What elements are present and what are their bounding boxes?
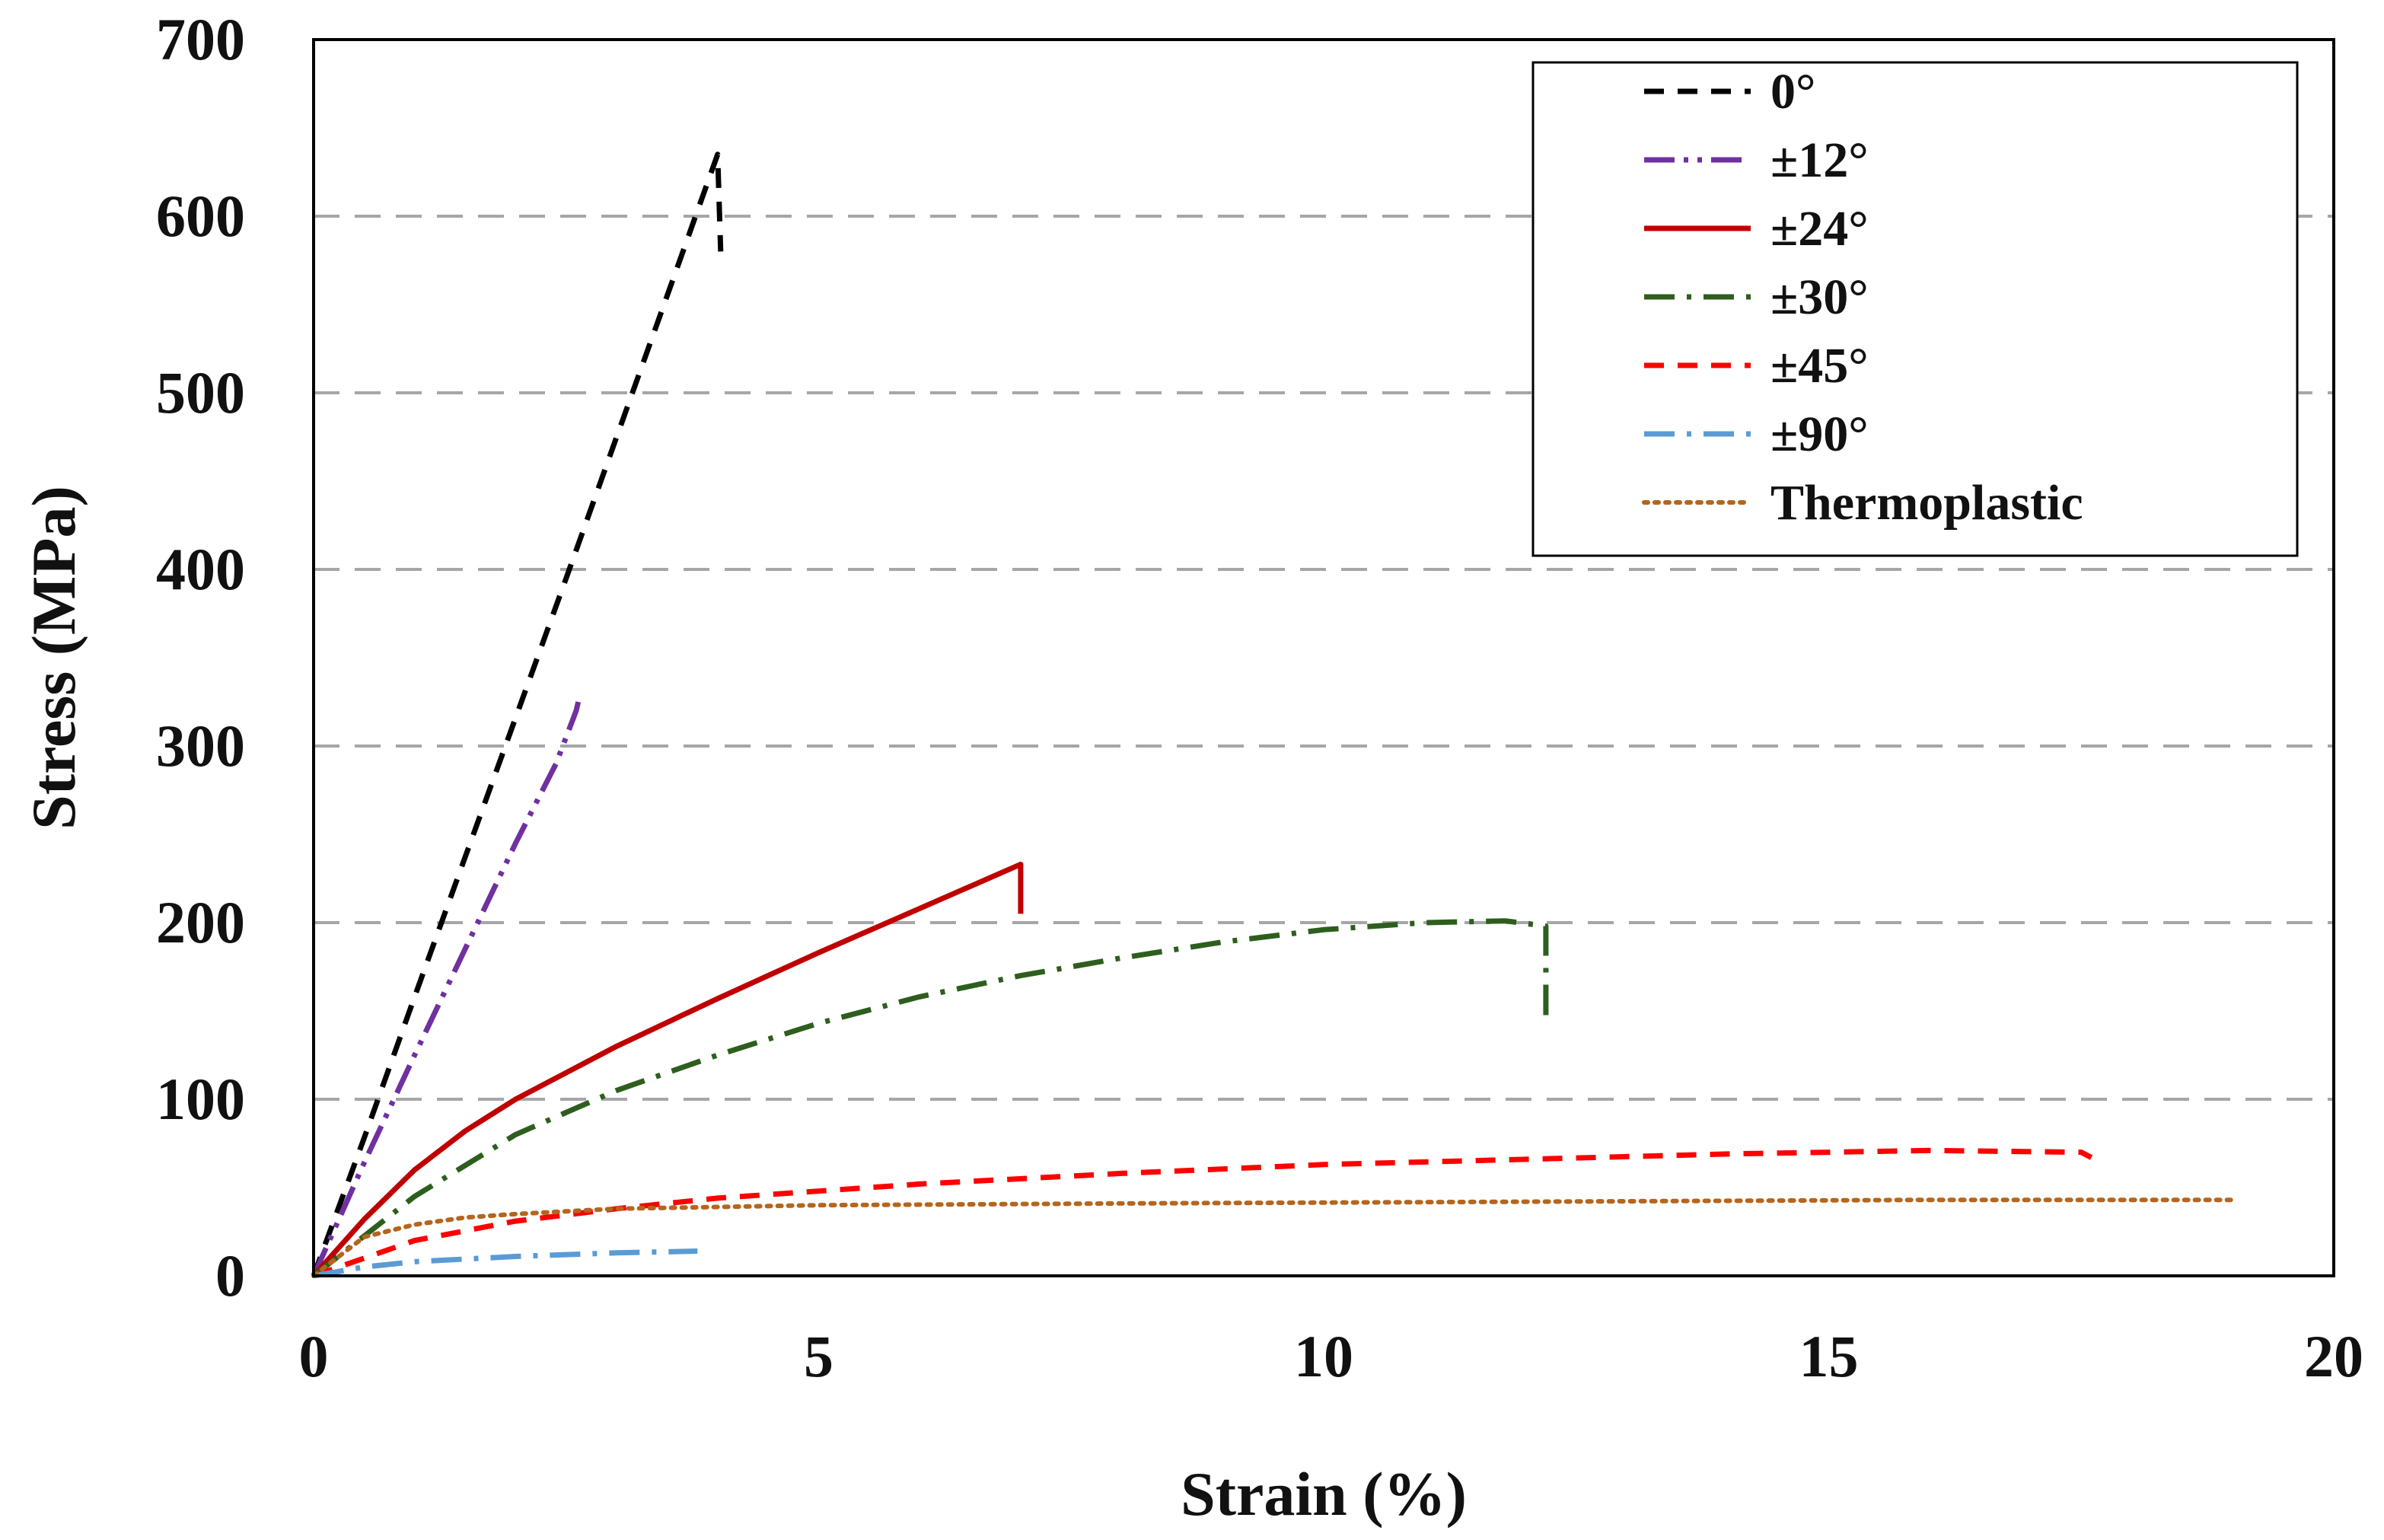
y-tick-label: 600 (156, 183, 245, 249)
legend-label-2: ±24° (1770, 201, 1869, 257)
y-tick-label: 100 (156, 1066, 245, 1132)
legend-label-5: ±90° (1770, 407, 1869, 462)
plot-area-frame (312, 38, 2335, 1277)
legend-label-6: Thermoplastic (1770, 475, 2083, 531)
x-axis-ticks: 0 5 10 15 20 (299, 1323, 2364, 1389)
y-axis-title: Stress (MPa) (19, 486, 88, 830)
series-line-3 (311, 918, 1549, 1278)
series-line-2 (311, 861, 1024, 1278)
y-tick-label: 200 (156, 889, 245, 955)
legend-label-3: ±30° (1770, 269, 1869, 325)
legend: 0° ±12° ±24° ±30° ±45° ±90° Thermoplastic (1531, 61, 2299, 557)
x-tick-label: 20 (2304, 1323, 2363, 1389)
y-tick-label: 300 (156, 713, 245, 779)
y-tick-label: 500 (156, 359, 245, 426)
series-lines (311, 151, 2236, 1279)
y-axis-ticks: 0 100 200 300 400 500 600 700 (156, 6, 245, 1309)
x-tick-label: 10 (1294, 1323, 1353, 1389)
y-tick-label: 400 (156, 536, 245, 602)
series-line-5 (313, 1248, 698, 1279)
y-tick-label: 700 (156, 6, 245, 72)
series-line-4 (312, 1147, 2093, 1279)
gridlines (314, 215, 2334, 1101)
series-line-1 (311, 701, 582, 1277)
x-tick-label: 0 (299, 1323, 329, 1389)
series-line-0 (311, 151, 724, 1277)
series-line-6 (311, 1197, 2236, 1278)
legend-box (1531, 61, 2299, 557)
legend-label-0: 0° (1770, 64, 1815, 120)
x-tick-label: 5 (804, 1323, 833, 1389)
x-axis-title: Strain (%) (1181, 1459, 1467, 1529)
y-tick-label: 0 (215, 1242, 245, 1309)
legend-label-4: ±45° (1770, 338, 1869, 394)
legend-label-1: ±12° (1770, 132, 1869, 188)
x-tick-label: 15 (1799, 1323, 1859, 1389)
